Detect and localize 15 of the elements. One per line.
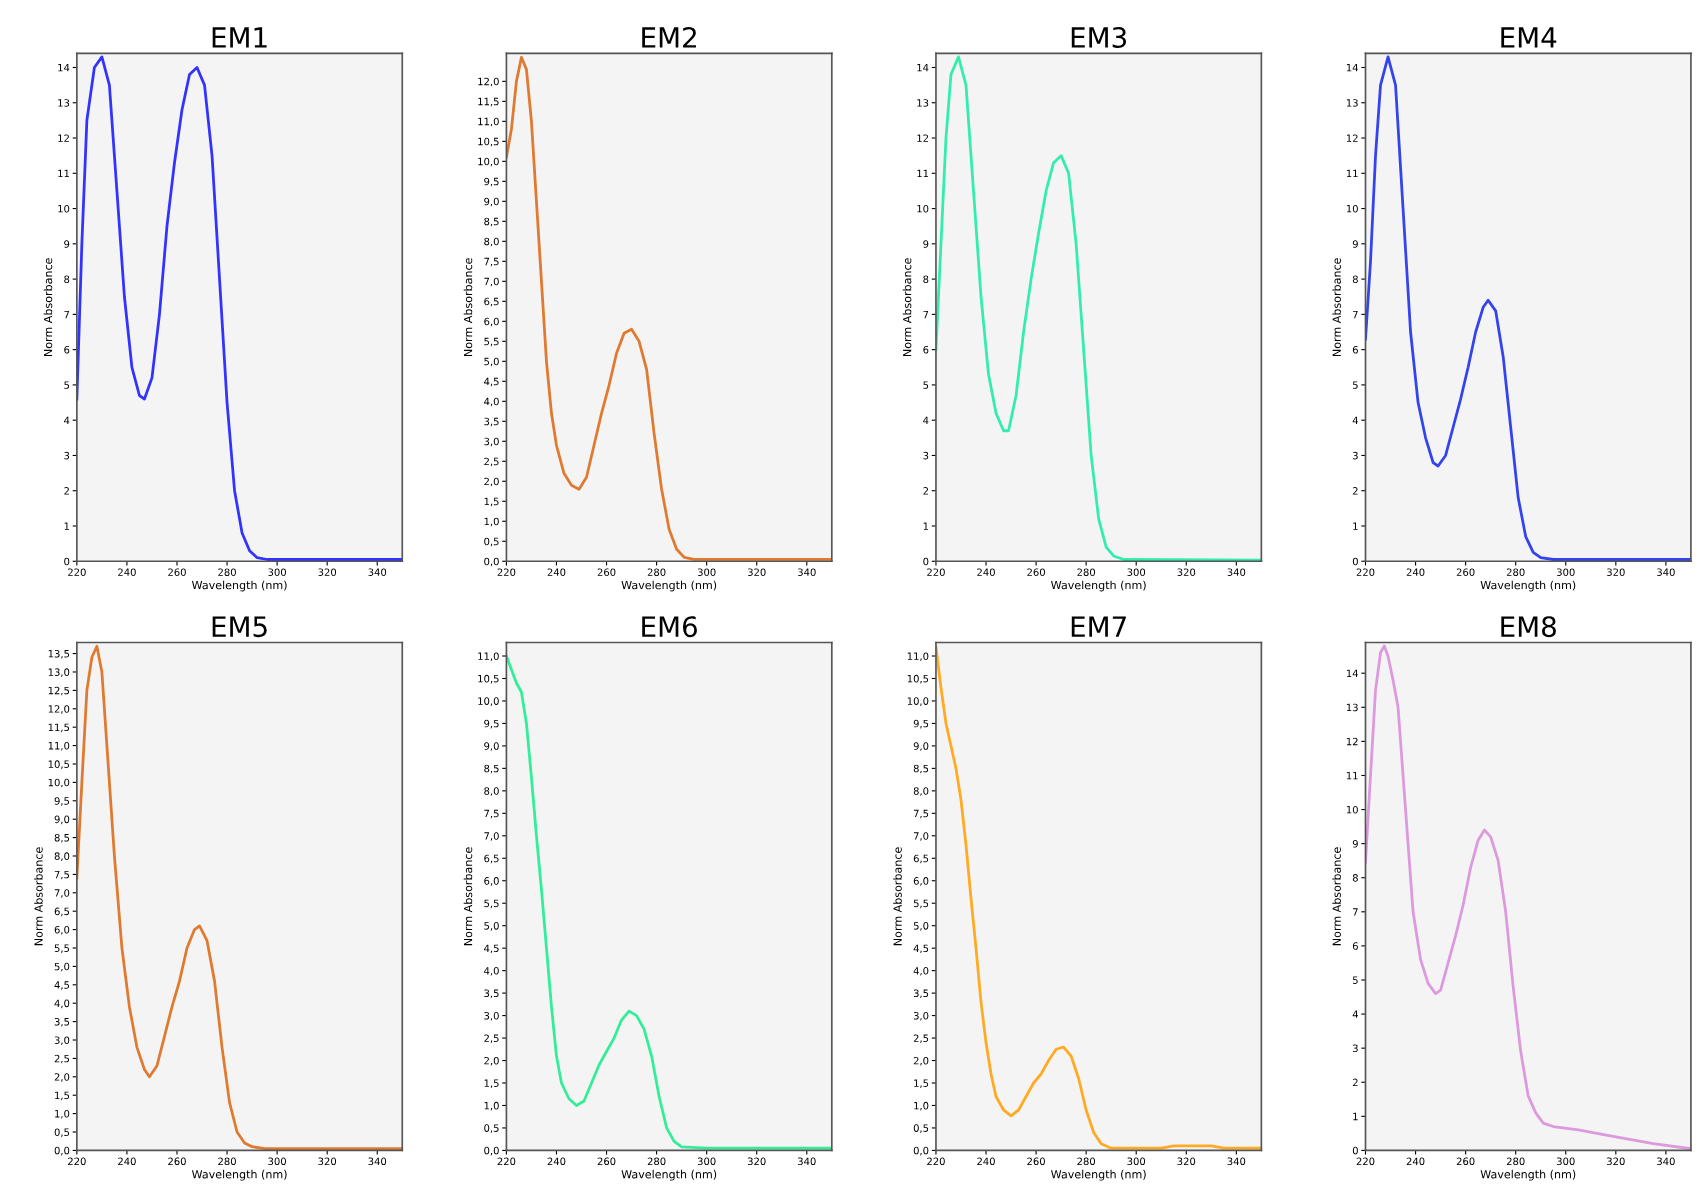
chart-title: EM6	[642, 616, 697, 638]
line-series	[1365, 644, 1691, 1151]
line-series	[1365, 55, 1691, 561]
chart-title: EM7	[1071, 616, 1126, 637]
chart-title: EM4	[1501, 27, 1557, 48]
chart-title: EM5	[212, 616, 267, 638]
chart-title: EM2	[642, 26, 696, 48]
line-series	[76, 55, 403, 561]
chart-title: EM3	[1071, 26, 1127, 48]
chart-title: EM1	[212, 27, 267, 48]
line-series	[506, 55, 832, 561]
line-series	[935, 645, 1262, 1150]
line-series	[76, 644, 403, 1150]
line-series	[935, 55, 1262, 562]
chart-title: EM8	[1501, 616, 1556, 638]
